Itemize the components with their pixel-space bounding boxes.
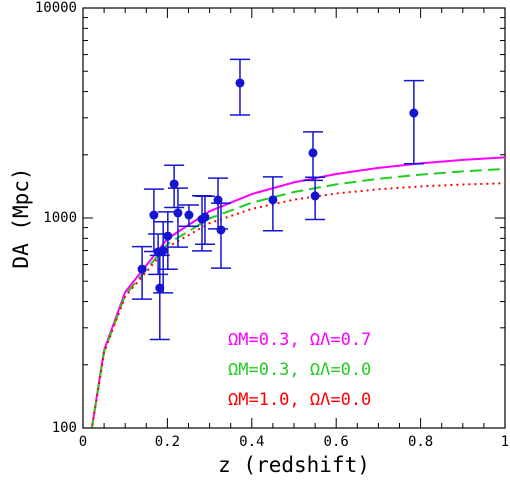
data-point [158,246,168,256]
data-point [200,212,210,222]
data-point [268,195,278,205]
data-point [163,231,173,241]
model-curve [90,167,505,428]
x-axis-label: z (redshift) [218,453,370,477]
x-tick-label: 0.8 [408,434,433,450]
x-tick-label: 0.4 [239,434,264,450]
data-point [184,210,194,220]
data-point [213,195,223,205]
legend-label: ΩM=0.3, ΩΛ=0.0 [228,360,371,380]
data-point [310,191,320,201]
data-point [155,283,165,293]
x-tick-label: 0.2 [155,434,180,450]
data-point [137,264,147,274]
y-axis-label: DA (Mpc) [9,167,33,268]
data-point [149,210,159,220]
data-point [173,208,183,218]
data-point [235,78,245,88]
x-tick-label: 0 [79,434,87,450]
y-tick-label: 100 [52,420,77,436]
y-tick-label: 1000 [43,210,77,226]
legend-label: ΩM=0.3, ΩΛ=0.7 [228,330,371,350]
y-tick-label: 10000 [35,0,77,16]
x-tick-label: 1 [501,434,509,450]
data-point [216,225,226,235]
data-point [409,108,419,118]
x-tick-label: 0.6 [324,434,349,450]
data-point [169,179,179,189]
legend-label: ΩM=1.0, ΩΛ=0.0 [228,390,371,410]
data-point [308,148,318,158]
